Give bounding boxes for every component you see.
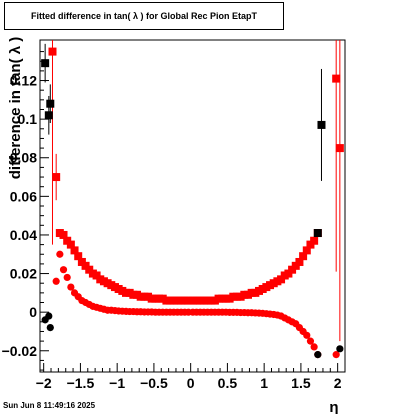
data-point bbox=[313, 229, 322, 238]
data-point bbox=[303, 331, 311, 339]
data-point bbox=[310, 236, 319, 245]
y-tick-label: 0.1 bbox=[18, 111, 38, 127]
x-tick-label: 1 bbox=[260, 375, 268, 391]
data-point bbox=[59, 266, 68, 274]
data-point bbox=[70, 246, 79, 255]
data-point bbox=[310, 343, 318, 351]
data-point bbox=[46, 99, 55, 108]
y-tick-label: 0.02 bbox=[10, 266, 37, 282]
series-layer bbox=[41, 40, 344, 359]
data-point bbox=[52, 277, 60, 285]
chart-title: Fitted difference in tan( λ ) for Global… bbox=[4, 2, 284, 30]
data-point bbox=[48, 47, 57, 56]
y-tick-label: 0 bbox=[29, 304, 37, 320]
x-tick-label: −1.5 bbox=[67, 375, 95, 391]
plot-frame bbox=[39, 39, 346, 373]
y-tick-label: −0.02 bbox=[2, 343, 38, 359]
data-point bbox=[306, 337, 315, 345]
data-point bbox=[314, 351, 322, 359]
y-tick-label: 0.12 bbox=[10, 73, 37, 89]
data-point bbox=[302, 246, 311, 255]
data-point bbox=[335, 144, 344, 153]
x-tick-label: 2 bbox=[334, 375, 342, 391]
axis-layer: −2 −1.5 −1 −0.5 0 0.5 1 1.5 2 −0.02 0 0.02 0.04 0.06 0… bbox=[2, 51, 342, 391]
data-point bbox=[299, 252, 308, 261]
data-point bbox=[59, 230, 68, 239]
y-tick-label: 0.06 bbox=[10, 188, 37, 204]
x-tick-label: 1.5 bbox=[291, 375, 311, 391]
data-point bbox=[63, 273, 71, 282]
x-tick-label: 0 bbox=[187, 375, 195, 391]
data-point bbox=[66, 240, 75, 249]
x-tick-label: 0.5 bbox=[218, 375, 238, 391]
data-point bbox=[41, 59, 50, 68]
x-tick-label: −2 bbox=[36, 375, 52, 391]
timestamp: Sun Jun 8 11:49:16 2025 bbox=[3, 401, 96, 410]
data-point bbox=[74, 252, 83, 261]
data-point bbox=[45, 312, 53, 320]
x-tick-label: −0.5 bbox=[140, 375, 168, 391]
x-tick-label: −1 bbox=[109, 375, 125, 391]
data-point bbox=[295, 257, 304, 266]
data-point bbox=[52, 173, 61, 182]
data-point bbox=[184, 296, 193, 305]
data-point bbox=[44, 111, 53, 120]
data-point bbox=[332, 74, 341, 83]
data-point bbox=[332, 351, 340, 359]
plot-frame-border bbox=[39, 39, 346, 373]
data-point bbox=[67, 283, 75, 291]
data-point bbox=[336, 345, 344, 353]
y-tick-label: 0.08 bbox=[10, 150, 37, 166]
y-axis-title: difference in tan( λ ) bbox=[7, 37, 24, 180]
data-point bbox=[46, 324, 54, 332]
x-axis-title: η bbox=[329, 399, 338, 414]
data-point bbox=[56, 250, 64, 258]
y-tick-label: 0.04 bbox=[10, 227, 37, 243]
data-point bbox=[317, 120, 326, 129]
